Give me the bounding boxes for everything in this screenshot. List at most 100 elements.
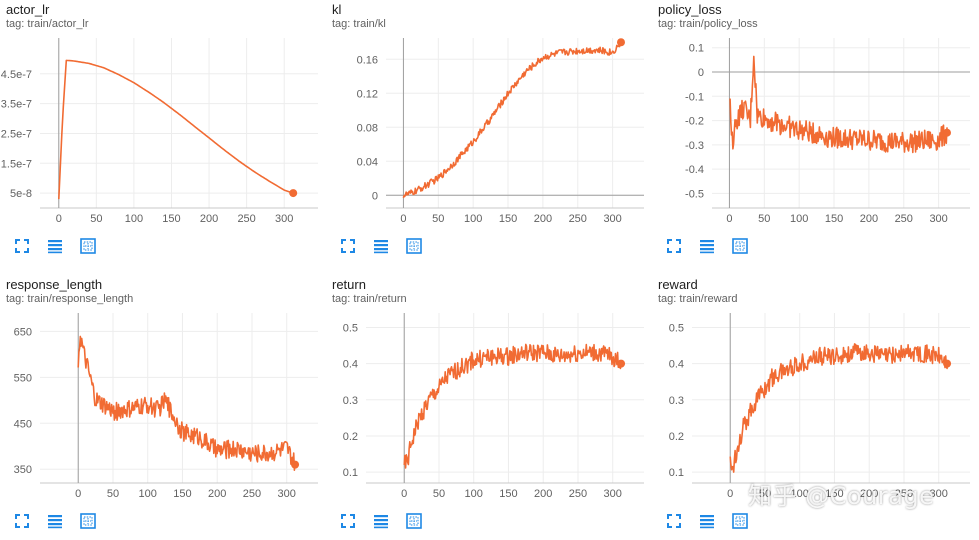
y-tick-label: 0.12 <box>357 88 378 100</box>
x-tick-label: 300 <box>929 213 947 225</box>
chart-card-response-length: response_length tag: train/response_leng… <box>0 275 320 540</box>
x-tick-label: 250 <box>895 213 913 225</box>
x-tick-label: 150 <box>825 488 843 500</box>
y-tick-label: 650 <box>14 326 32 338</box>
chart-card-reward: reward tag: train/reward 0 50 100 150 200 250… <box>652 275 972 540</box>
y-tick-label: 0 <box>698 67 704 79</box>
y-tick-label: 450 <box>14 418 32 430</box>
expand-icon[interactable] <box>666 513 682 529</box>
x-tick-label: 200 <box>860 488 878 500</box>
chart-tag: tag: train/return <box>332 293 407 305</box>
x-tick-label: 300 <box>604 488 622 500</box>
x-tick-label: 100 <box>465 488 483 500</box>
fit-domain-icon[interactable] <box>406 238 422 254</box>
series-line <box>403 343 622 469</box>
x-tick-label: 300 <box>275 213 293 225</box>
expand-icon[interactable] <box>14 513 30 529</box>
last-point-marker <box>291 460 300 469</box>
x-tick-label: 300 <box>278 488 296 500</box>
chart-plot[interactable]: 0 50 100 150 200 250 300 5e-8 1.5e-7 2.5e-7 3.5e-7… <box>0 34 320 225</box>
y-tick-label: 0.1 <box>689 43 704 55</box>
fit-domain-icon[interactable] <box>80 238 96 254</box>
y-tick-label: 550 <box>14 372 32 384</box>
last-point-marker <box>943 359 952 368</box>
x-tick-label: 150 <box>499 213 517 225</box>
chart-card-policy-loss: policy_loss tag: train/policy_loss 0 50 10… <box>652 0 972 265</box>
chart-title: kl <box>332 2 342 17</box>
x-tick-label: 100 <box>139 488 157 500</box>
y-tick-label: 0.1 <box>343 467 358 479</box>
fit-domain-icon[interactable] <box>732 513 748 529</box>
y-tick-label: -0.2 <box>685 116 704 128</box>
x-tick-label: 0 <box>400 213 406 225</box>
expand-icon[interactable] <box>340 238 356 254</box>
expand-icon[interactable] <box>666 238 682 254</box>
data-table-icon[interactable] <box>47 513 63 529</box>
y-tick-label: 0.1 <box>669 467 684 479</box>
y-tick-label: 0.5 <box>669 322 684 334</box>
data-table-icon[interactable] <box>373 513 389 529</box>
x-tick-label: 250 <box>569 488 587 500</box>
x-tick-label: 50 <box>90 213 102 225</box>
data-table-icon[interactable] <box>699 513 715 529</box>
chart-plot[interactable]: 0 50 100 150 200 250 300 0.1 0.2 0.3 0.4 0.5 <box>652 309 972 500</box>
series-line <box>729 55 948 154</box>
x-tick-label: 50 <box>759 488 771 500</box>
y-tick-label: 0.04 <box>357 156 378 168</box>
last-point-marker <box>289 189 298 198</box>
chart-plot[interactable]: 0 50 100 150 200 250 300 0.1 0 -0.1 -0.2 -0.3 -0.4 -0… <box>652 34 972 225</box>
last-point-marker <box>942 128 951 137</box>
data-table-icon[interactable] <box>699 238 715 254</box>
y-tick-label: 4.5e-7 <box>1 69 32 81</box>
x-tick-label: 150 <box>499 488 517 500</box>
chart-title: reward <box>658 277 698 292</box>
x-tick-label: 250 <box>569 213 587 225</box>
x-tick-label: 50 <box>432 213 444 225</box>
series-line <box>402 38 622 199</box>
series-line <box>77 335 296 471</box>
x-tick-label: 150 <box>173 488 191 500</box>
x-tick-label: 50 <box>433 488 445 500</box>
chart-title: response_length <box>6 277 103 292</box>
expand-icon[interactable] <box>14 238 30 254</box>
y-tick-label: 2.5e-7 <box>1 128 32 140</box>
chart-tag: tag: train/reward <box>658 293 738 305</box>
x-tick-label: 100 <box>464 213 482 225</box>
chart-title: actor_lr <box>6 2 50 17</box>
x-tick-label: 0 <box>75 488 81 500</box>
chart-plot[interactable]: 0 50 100 150 200 250 300 0 0.04 0.08 0.12 0.16 <box>326 34 646 225</box>
y-tick-label: 0.16 <box>357 54 378 66</box>
x-tick-label: 200 <box>208 488 226 500</box>
y-tick-label: 0.4 <box>343 359 358 371</box>
chart-plot[interactable]: 0 50 100 150 200 250 300 0.1 0.2 0.3 0.4 0.5 <box>326 309 646 500</box>
chart-card-return: return tag: train/return 0 50 100 150 200 250… <box>326 275 646 540</box>
x-tick-label: 0 <box>401 488 407 500</box>
y-tick-label: 0.3 <box>669 395 684 407</box>
fit-domain-icon[interactable] <box>80 513 96 529</box>
y-tick-label: 0.3 <box>343 395 358 407</box>
x-tick-label: 150 <box>825 213 843 225</box>
y-tick-label: 3.5e-7 <box>1 99 32 111</box>
y-tick-label: -0.4 <box>685 164 704 176</box>
data-table-icon[interactable] <box>47 238 63 254</box>
expand-icon[interactable] <box>340 513 356 529</box>
fit-domain-icon[interactable] <box>406 513 422 529</box>
series-line <box>729 343 948 473</box>
y-tick-label: 0.2 <box>669 431 684 443</box>
series-line <box>58 59 294 200</box>
y-tick-label: 0.08 <box>357 122 378 134</box>
fit-domain-icon[interactable] <box>732 238 748 254</box>
data-table-icon[interactable] <box>373 238 389 254</box>
x-tick-label: 200 <box>534 488 552 500</box>
x-tick-label: 250 <box>243 488 261 500</box>
chart-card-actor-lr: actor_lr tag: train/actor_lr 0 50 100 150 20… <box>0 0 320 265</box>
watermark: 知乎 @Courage <box>748 482 935 510</box>
y-tick-label: -0.1 <box>685 91 704 103</box>
chart-plot[interactable]: 0 50 100 150 200 250 300 350 450 550 650 <box>0 309 320 500</box>
chart-tag: tag: train/actor_lr <box>6 18 89 30</box>
x-tick-label: 300 <box>603 213 621 225</box>
x-tick-label: 250 <box>895 488 913 500</box>
y-tick-label: 0 <box>372 190 378 202</box>
chart-tag: tag: train/response_length <box>6 293 134 305</box>
chart-title: return <box>332 277 366 292</box>
